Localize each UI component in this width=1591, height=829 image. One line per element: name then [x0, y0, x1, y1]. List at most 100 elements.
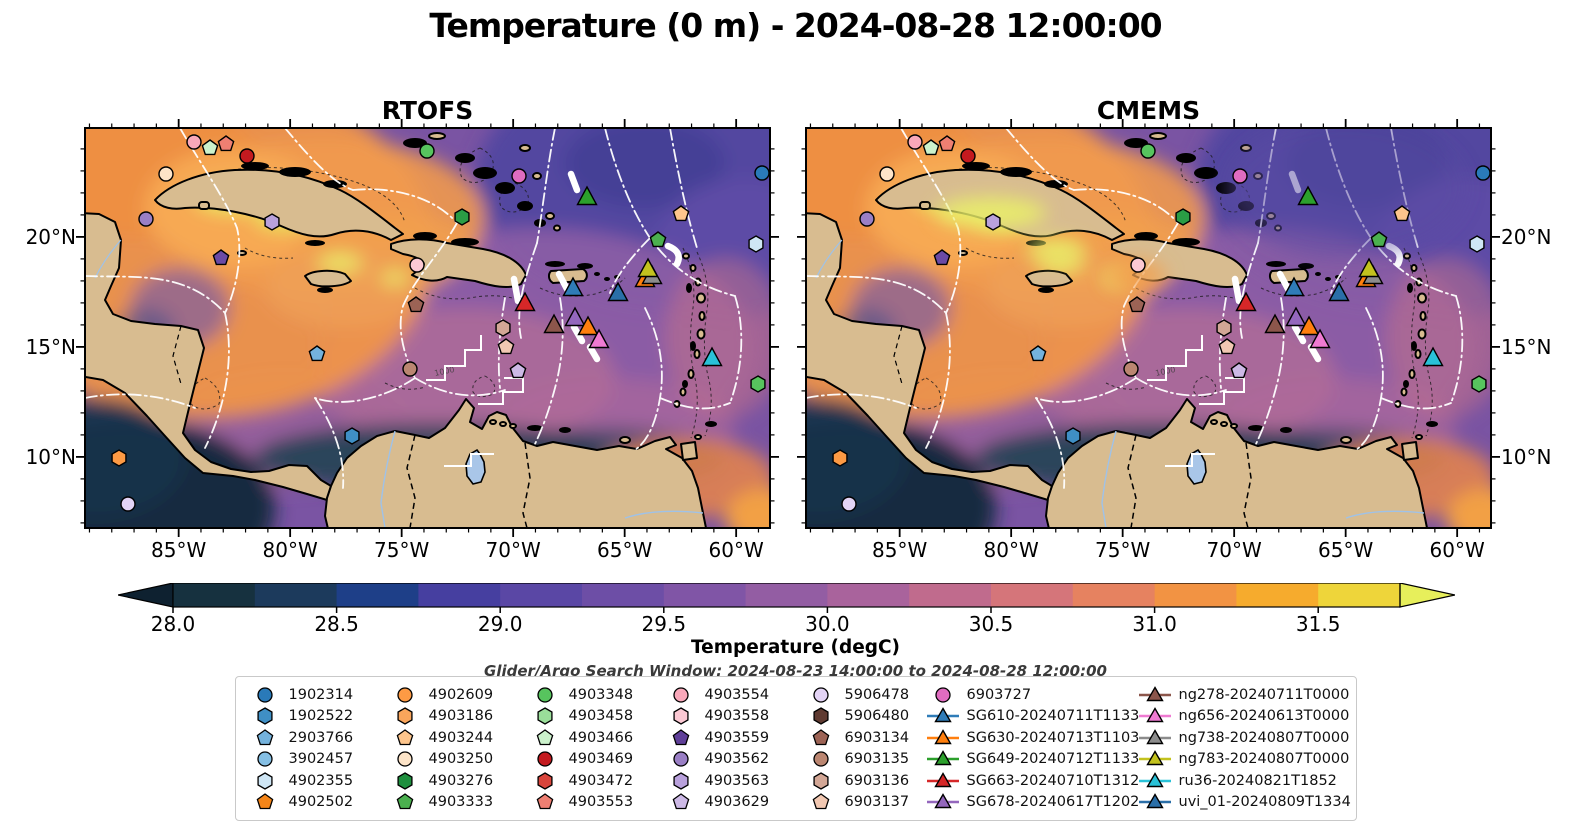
legend-label: 4903563 — [704, 772, 770, 789]
map-marker-6903137 — [1218, 338, 1236, 355]
hexagon-marker-icon — [388, 771, 422, 790]
map-marker-6903136 — [1216, 319, 1232, 337]
x-tick-label: 80°W — [983, 538, 1039, 562]
glider-marker-icon — [926, 707, 960, 725]
map-marker-SG610-20240711T1133 — [1283, 276, 1305, 297]
legend-label: 6903134 — [844, 729, 910, 746]
legend-label: 3902457 — [288, 751, 354, 768]
x-tick-label: 70°W — [1206, 538, 1262, 562]
map-marker-4903559 — [933, 249, 951, 266]
legend-label: 1902522 — [288, 708, 354, 725]
map-marker-4903276 — [1175, 208, 1191, 226]
hexagon-marker-icon — [804, 707, 838, 726]
map-marker-ng278-20240711T0000 — [1264, 313, 1286, 334]
map-marker-4903250 — [158, 166, 174, 182]
glider-marker-icon — [1138, 750, 1172, 768]
legend-label: 5906478 — [844, 686, 910, 703]
map-marker-SG649-20240712T1133 — [1297, 185, 1319, 206]
legend-label: 1902314 — [288, 686, 354, 703]
legend-label: uvi_01-20240809T1334 — [1178, 794, 1351, 811]
legend-label: SG678-20240617T1202 — [966, 794, 1140, 811]
legend-entry-5906480: 5906480 — [804, 706, 926, 728]
legend-entry-4903562: 4903562 — [664, 749, 804, 771]
legend-entry-ng738-20240807T0000: ng738-20240807T0000 — [1138, 727, 1349, 749]
map-marker-4903333 — [649, 231, 667, 248]
legend-label: 4902355 — [288, 772, 354, 789]
glider-marker-icon — [926, 750, 960, 768]
legend-label: 4903276 — [428, 772, 494, 789]
legend-label: ru36-20240821T1852 — [1178, 772, 1337, 789]
pentagon-marker-icon — [664, 793, 698, 811]
map-marker-2903766 — [308, 345, 326, 362]
legend-entry-4903276: 4903276 — [388, 770, 528, 792]
map-marker-ru36-20240821T1852 — [701, 346, 723, 367]
map-marker-6903137 — [497, 338, 515, 355]
legend-label: 4903558 — [704, 708, 770, 725]
legend-entry-4903472: 4903472 — [528, 770, 664, 792]
pentagon-marker-icon — [664, 728, 698, 747]
legend-entry-4903559: 4903559 — [664, 727, 804, 749]
legend-entry-4903244: 4903244 — [388, 727, 528, 749]
colorbar-tick-label: 28.5 — [314, 612, 359, 636]
circle-marker-icon — [804, 750, 838, 768]
legend-column: 6903727 SG610-20240711T1133 SG630-20240713… — [926, 684, 1140, 814]
legend-label: ng738-20240807T0000 — [1178, 729, 1350, 746]
hexagon-marker-icon — [388, 707, 422, 726]
map-marker-6903135 — [1123, 361, 1139, 377]
glider-marker-icon — [1138, 707, 1172, 725]
x-tick-label: 60°W — [1429, 538, 1485, 562]
circle-marker-icon — [248, 686, 282, 704]
legend-entry-4903458: 4903458 — [528, 706, 664, 728]
map-marker-4903554 — [186, 134, 202, 150]
map-marker-4903244 — [1393, 205, 1411, 222]
hexagon-marker-icon — [248, 707, 282, 726]
legend-entry-6903135: 6903135 — [804, 749, 926, 771]
legend-entry-4903558: 4903558 — [664, 706, 804, 728]
map-marker-4903629 — [509, 362, 527, 379]
glider-marker-icon — [1138, 685, 1172, 704]
pentagon-marker-icon — [248, 793, 282, 811]
pentagon-marker-icon — [388, 793, 422, 811]
map-marker-4903244 — [672, 205, 690, 222]
legend-label: 6903137 — [844, 794, 910, 811]
map-marker-SG678-20240617T1202 — [564, 306, 586, 327]
legend-label: ng783-20240807T0000 — [1178, 751, 1350, 768]
colorbar-label: Temperature (degC) — [690, 637, 901, 658]
y-tick-label: 10°N — [1501, 444, 1552, 469]
map-marker-4903469 — [239, 148, 255, 164]
map-marker-4903469 — [960, 148, 976, 164]
hexagon-marker-icon — [664, 771, 698, 790]
legend-label: SG630-20240713T1103 — [966, 729, 1140, 746]
legend-entry-4902502: 4902502 — [248, 792, 388, 814]
map-marker-SG663-20240710T1312 — [1235, 291, 1257, 312]
legend-label: 6903727 — [966, 686, 1032, 703]
map-marker-ng656-20240613T0000 — [1309, 328, 1331, 349]
map-marker-5906478 — [841, 496, 857, 512]
legend-entry-3902457: 3902457 — [248, 749, 388, 771]
map-marker-4903250 — [879, 166, 895, 182]
hexagon-marker-icon — [804, 771, 838, 790]
legend-label: 4903186 — [428, 708, 494, 725]
legend-column: ng278-20240711T0000 ng656-20240613T0000 ng… — [1138, 684, 1351, 813]
circle-marker-icon — [388, 686, 422, 704]
legend-entry-4903250: 4903250 — [388, 749, 528, 771]
legend-label: SG663-20240710T1312 — [966, 772, 1140, 789]
map-marker-6903134 — [407, 296, 425, 313]
legend-entry-4903563: 4903563 — [664, 770, 804, 792]
legend-entry-4903466: 4903466 — [528, 727, 664, 749]
circle-marker-icon — [248, 750, 282, 768]
map-panel-rtofs — [85, 128, 770, 528]
figure-title: Temperature (0 m) - 2024-08-28 12:00:00 — [429, 6, 1162, 45]
map-marker-uvi_01-20240809T1334 — [1328, 281, 1350, 302]
legend-entry-SG678-20240617T1202: SG678-20240617T1202 — [926, 792, 1140, 814]
map-marker-4903558 — [1130, 257, 1146, 273]
map-marker-4903458 — [1471, 375, 1487, 393]
legend-entry-6903727: 6903727 — [926, 684, 1138, 706]
legend-entry-SG630-20240713T1103: SG630-20240713T1103 — [926, 727, 1140, 749]
legend-label: 4903250 — [428, 751, 494, 768]
map-marker-SG663-20240710T1312 — [514, 291, 536, 312]
y-tick-label: 10°N — [25, 444, 76, 469]
legend: 1902314 1902522 2903766 3902457 4902355 49025… — [234, 676, 1357, 821]
map-marker-6903135 — [402, 361, 418, 377]
map-marker-1902314 — [1475, 165, 1491, 181]
